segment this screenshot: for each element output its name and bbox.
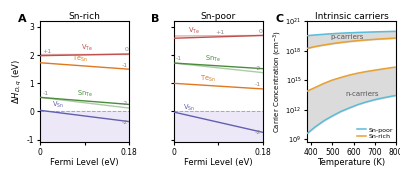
Text: V$_{\mathregular{Sn}}$: V$_{\mathregular{Sn}}$ [183, 103, 196, 113]
Text: B: B [151, 14, 160, 24]
X-axis label: Fermi Level (eV): Fermi Level (eV) [184, 158, 252, 167]
Text: -1: -1 [176, 56, 182, 61]
Text: -1: -1 [255, 82, 261, 87]
Text: Te$_{\mathregular{Sn}}$: Te$_{\mathregular{Sn}}$ [72, 54, 87, 64]
Text: V$_{\mathregular{Sn}}$: V$_{\mathregular{Sn}}$ [52, 100, 64, 111]
Text: -2: -2 [122, 120, 128, 125]
Title: Sn-rich: Sn-rich [68, 12, 100, 21]
Y-axis label: Carrier Concentration (cm$^{-3}$): Carrier Concentration (cm$^{-3}$) [272, 30, 284, 134]
Text: V$_{\mathregular{Te}}$: V$_{\mathregular{Te}}$ [188, 26, 200, 36]
Text: n-carriers: n-carriers [345, 91, 379, 97]
Text: -2: -2 [255, 130, 261, 135]
Text: -1: -1 [122, 62, 128, 67]
Text: Sn$_{\mathregular{Te}}$: Sn$_{\mathregular{Te}}$ [76, 89, 92, 99]
Legend: Sn-poor, Sn-rich: Sn-poor, Sn-rich [356, 127, 393, 139]
Title: Intrinsic carriers: Intrinsic carriers [315, 12, 388, 21]
Text: Sn$_{\mathregular{Te}}$: Sn$_{\mathregular{Te}}$ [205, 54, 221, 64]
Text: A: A [18, 14, 26, 24]
Text: 0: 0 [258, 29, 262, 34]
Text: +1: +1 [216, 30, 225, 35]
Text: -2: -2 [255, 66, 261, 71]
Text: +1: +1 [42, 49, 52, 54]
Text: Te$_{\mathregular{Sn}}$: Te$_{\mathregular{Sn}}$ [200, 74, 216, 84]
Title: Sn-poor: Sn-poor [200, 12, 236, 21]
Text: V$_{\mathregular{Te}}$: V$_{\mathregular{Te}}$ [81, 43, 93, 53]
Text: C: C [276, 14, 284, 24]
X-axis label: Fermi Level (eV): Fermi Level (eV) [50, 158, 119, 167]
Text: -2: -2 [122, 101, 128, 106]
Text: 0: 0 [125, 47, 129, 52]
Text: p-carriers: p-carriers [330, 34, 364, 40]
Text: -1: -1 [42, 91, 48, 96]
Y-axis label: $\Delta H_{D,q}$ (eV): $\Delta H_{D,q}$ (eV) [11, 59, 24, 104]
X-axis label: Temperature (K): Temperature (K) [318, 158, 386, 167]
